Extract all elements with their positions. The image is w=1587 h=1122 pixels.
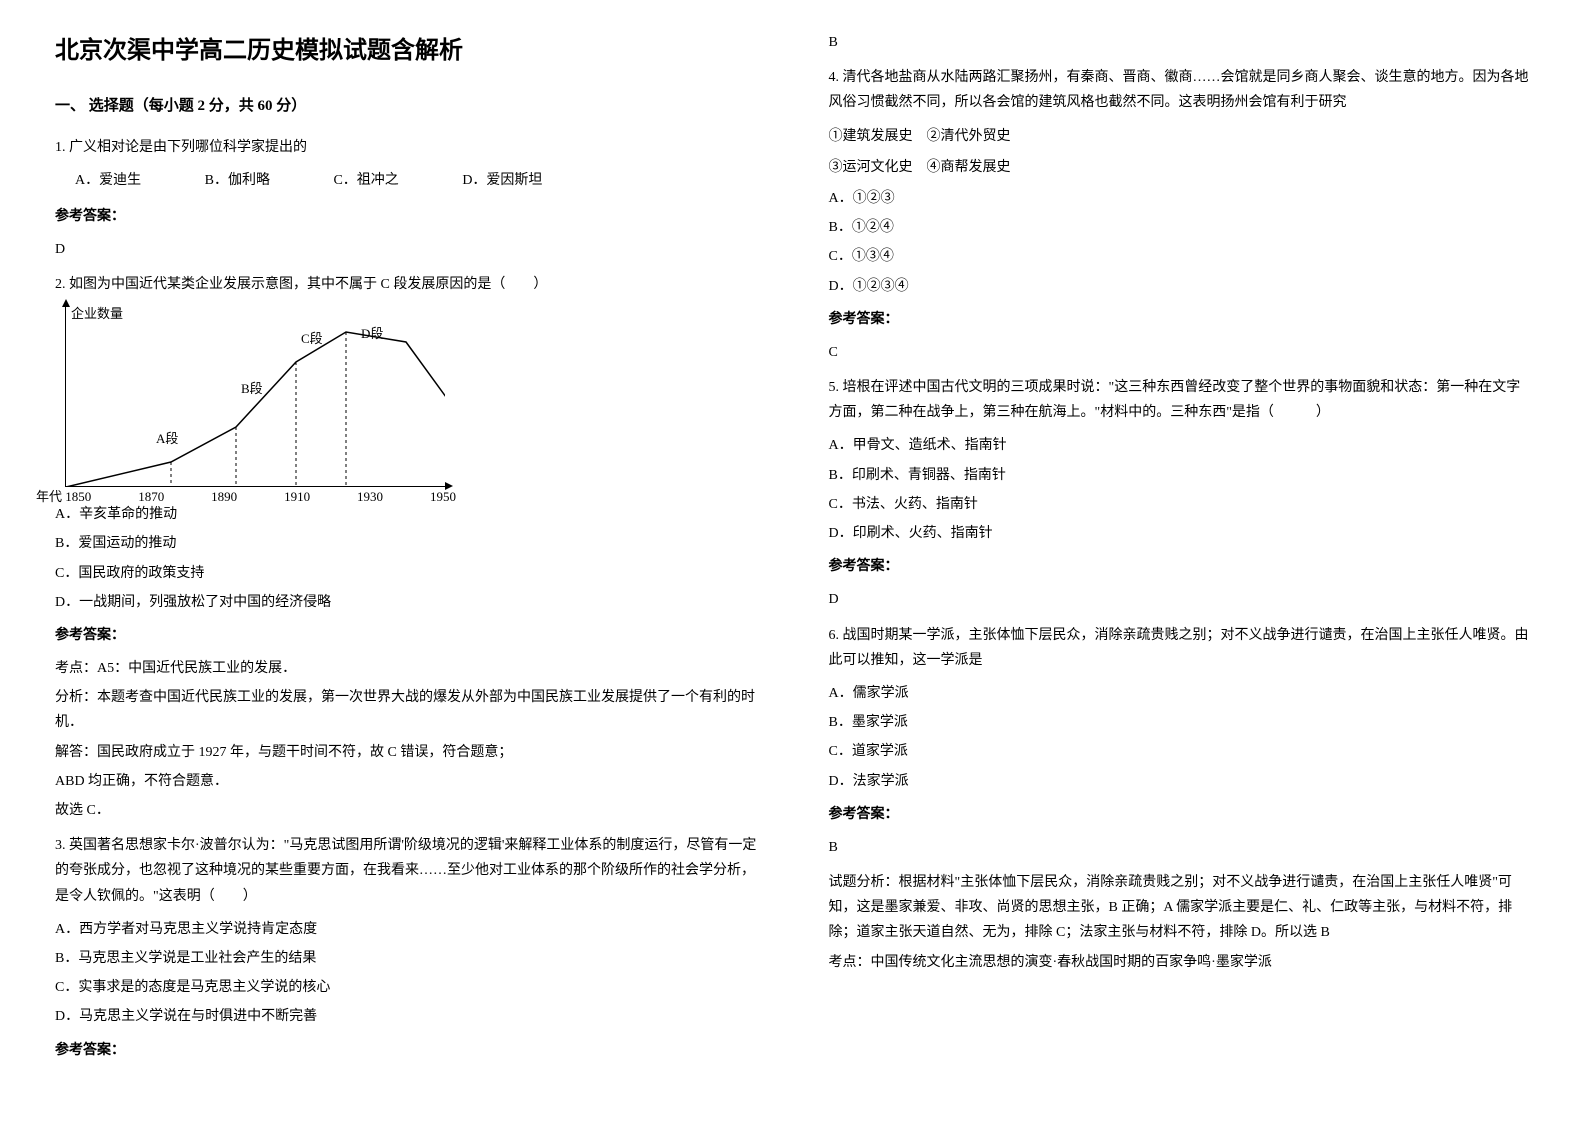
q2-answer-label: 参考答案： [55, 623, 759, 648]
q6-opt-a: A．儒家学派 [829, 681, 1533, 706]
q1-options: A．爱迪生 B．伽利略 C．祖冲之 D．爱因斯坦 [55, 168, 759, 193]
q1-opt-c: C．祖冲之 [333, 173, 398, 188]
xlabel-1: 1870 [138, 485, 164, 508]
q4-opt-a: A．①②③ [829, 186, 1533, 211]
q4-answer-label: 参考答案： [829, 307, 1533, 332]
q5-opt-b: B．印刷术、青铜器、指南针 [829, 463, 1533, 488]
q4-sub1: ①建筑发展史 ②清代外贸史 [829, 124, 1533, 149]
q3-opt-b: B．马克思主义学说是工业社会产生的结果 [55, 946, 759, 971]
q2-exp1: 考点：A5：中国近代民族工业的发展． [55, 656, 759, 681]
q4-opt-d: D．①②③④ [829, 274, 1533, 299]
q1-opt-d: D．爱因斯坦 [462, 173, 542, 188]
q2-text: 2. 如图为中国近代某类企业发展示意图，其中不属于 C 段发展原因的是（ ） [55, 272, 759, 297]
q5-answer: D [829, 587, 1533, 612]
q4-opt-b: B．①②④ [829, 215, 1533, 240]
xlabel-5: 1950 [430, 485, 456, 508]
question-1: 1. 广义相对论是由下列哪位科学家提出的 A．爱迪生 B．伽利略 C．祖冲之 D… [55, 135, 759, 262]
q6-opt-d: D．法家学派 [829, 769, 1533, 794]
q2-chart: 企业数量 A段 B段 C段 D段 年代 1850 1870 1890 1910 … [65, 307, 445, 487]
q2-exp5: 故选 C． [55, 798, 759, 823]
q5-opt-a: A．甲骨文、造纸术、指南针 [829, 433, 1533, 458]
q5-text: 5. 培根在评述中国古代文明的三项成果时说："这三种东西曾经改变了整个世界的事物… [829, 375, 1533, 425]
chart-seg-b: B段 [241, 377, 263, 400]
q6-exp2: 考点：中国传统文化主流思想的演变·春秋战国时期的百家争鸣·墨家学派 [829, 950, 1533, 975]
page-title: 北京次渠中学高二历史模拟试题含解析 [55, 30, 759, 73]
q4-text: 4. 清代各地盐商从水陆两路汇聚扬州，有秦商、晋商、徽商……会馆就是同乡商人聚会… [829, 65, 1533, 115]
q6-answer-label: 参考答案： [829, 802, 1533, 827]
chart-seg-c: C段 [301, 327, 323, 350]
q3-answer: B [829, 30, 1533, 55]
q1-opt-b: B．伽利略 [205, 173, 270, 188]
q5-opt-c: C．书法、火药、指南针 [829, 492, 1533, 517]
q2-opt-d: D．一战期间，列强放松了对中国的经济侵略 [55, 590, 759, 615]
xlabel-0: 年代 1850 [36, 485, 91, 508]
question-4: 4. 清代各地盐商从水陆两路汇聚扬州，有秦商、晋商、徽商……会馆就是同乡商人聚会… [829, 65, 1533, 365]
q3-opt-a: A．西方学者对马克思主义学说持肯定态度 [55, 917, 759, 942]
q3-text: 3. 英国著名思想家卡尔·波普尔认为："马克思试图用所谓'阶级境况的逻辑'来解释… [55, 833, 759, 909]
q6-answer: B [829, 835, 1533, 860]
q6-exp1: 试题分析：根据材料"主张体恤下层民众，消除亲疏贵贱之别；对不义战争进行谴责，在治… [829, 870, 1533, 946]
chart-arrow-up [62, 299, 70, 307]
q2-exp3: 解答：国民政府成立于 1927 年，与题干时间不符，故 C 错误，符合题意； [55, 740, 759, 765]
question-2: 2. 如图为中国近代某类企业发展示意图，其中不属于 C 段发展原因的是（ ） 企… [55, 272, 759, 823]
q4-opt-c: C．①③④ [829, 244, 1533, 269]
q3-opt-d: D．马克思主义学说在与时俱进中不断完善 [55, 1004, 759, 1029]
q2-exp2: 分析：本题考查中国近代民族工业的发展，第一次世界大战的爆发从外部为中国民族工业发… [55, 685, 759, 735]
q2-exp4: ABD 均正确，不符合题意． [55, 769, 759, 794]
q6-opt-c: C．道家学派 [829, 739, 1533, 764]
q4-sub2: ③运河文化史 ④商帮发展史 [829, 155, 1533, 180]
question-5: 5. 培根在评述中国古代文明的三项成果时说："这三种东西曾经改变了整个世界的事物… [829, 375, 1533, 613]
chart-seg-a: A段 [156, 427, 178, 450]
chart-xlabels: 年代 1850 1870 1890 1910 1930 1950 [36, 485, 456, 508]
q5-opt-d: D．印刷术、火药、指南针 [829, 521, 1533, 546]
q1-opt-a: A．爱迪生 [75, 173, 141, 188]
chart-seg-d: D段 [361, 322, 383, 345]
q3-answer-label: 参考答案： [55, 1038, 759, 1063]
question-6: 6. 战国时期某一学派，主张体恤下层民众，消除亲疏贵贱之别；对不义战争进行谴责，… [829, 623, 1533, 975]
q2-opt-c: C．国民政府的政策支持 [55, 561, 759, 586]
q6-opt-b: B．墨家学派 [829, 710, 1533, 735]
q4-answer: C [829, 340, 1533, 365]
q1-text: 1. 广义相对论是由下列哪位科学家提出的 [55, 135, 759, 160]
left-column: 北京次渠中学高二历史模拟试题含解析 一、 选择题（每小题 2 分，共 60 分）… [20, 30, 794, 1073]
xlabel-4: 1930 [357, 485, 383, 508]
q5-answer-label: 参考答案： [829, 554, 1533, 579]
section-heading: 一、 选择题（每小题 2 分，共 60 分） [55, 93, 759, 120]
right-column: B 4. 清代各地盐商从水陆两路汇聚扬州，有秦商、晋商、徽商……会馆就是同乡商人… [794, 30, 1568, 1073]
q1-answer: D [55, 237, 759, 262]
q6-text: 6. 战国时期某一学派，主张体恤下层民众，消除亲疏贵贱之别；对不义战争进行谴责，… [829, 623, 1533, 673]
q1-answer-label: 参考答案： [55, 204, 759, 229]
q2-opt-b: B．爱国运动的推动 [55, 531, 759, 556]
q3-opt-c: C．实事求是的态度是马克思主义学说的核心 [55, 975, 759, 1000]
question-3: 3. 英国著名思想家卡尔·波普尔认为："马克思试图用所谓'阶级境况的逻辑'来解释… [55, 833, 759, 1063]
xlabel-2: 1890 [211, 485, 237, 508]
xlabel-3: 1910 [284, 485, 310, 508]
